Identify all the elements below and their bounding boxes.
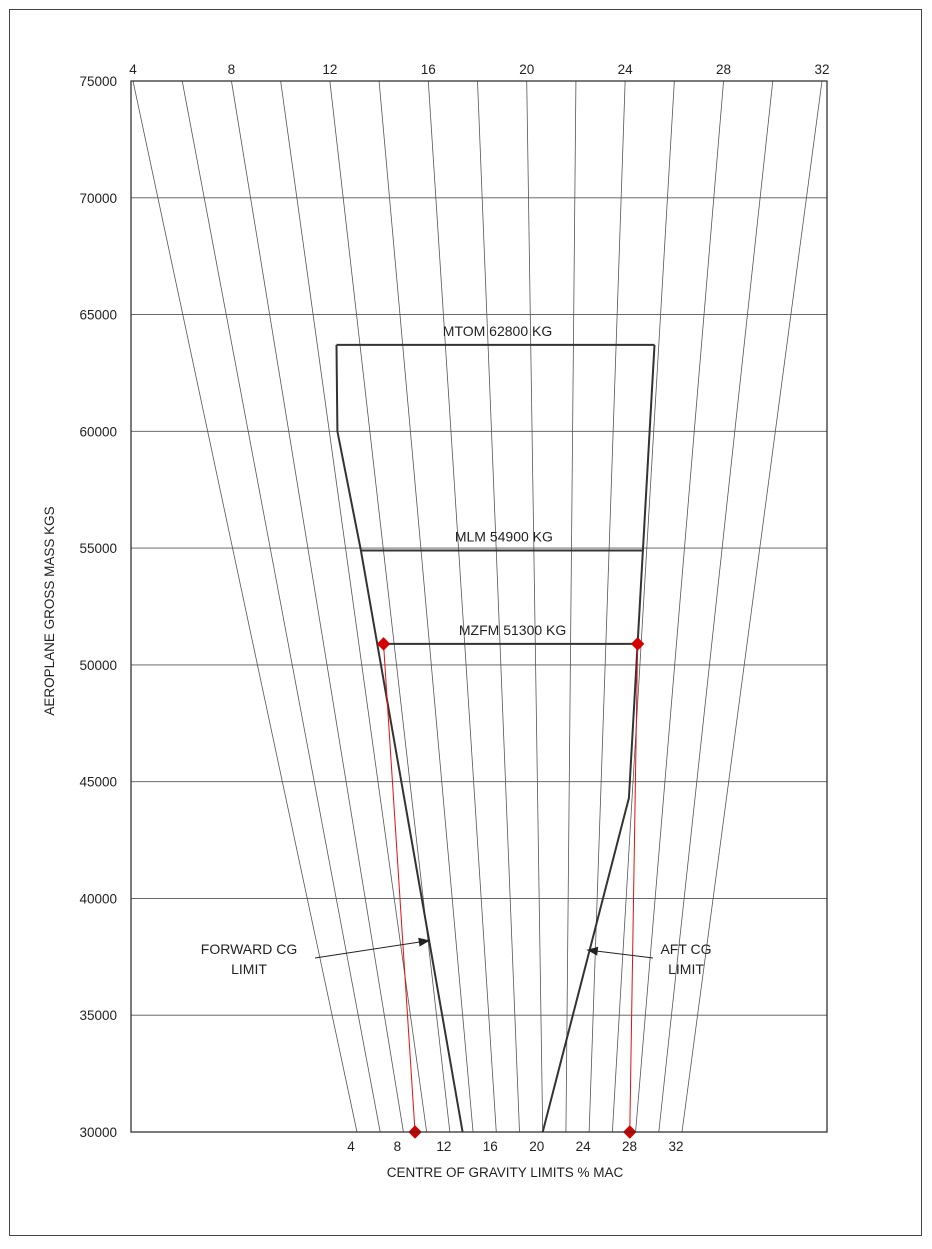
diamond-marker bbox=[630, 637, 645, 651]
top-tick-label: 28 bbox=[716, 62, 731, 77]
mac-line bbox=[635, 80, 724, 1133]
bottom-tick-label: 20 bbox=[529, 1139, 544, 1154]
forward-cg-arrow-line bbox=[314, 939, 430, 959]
y-tick-label: 70000 bbox=[79, 191, 117, 206]
bottom-tick-label: 24 bbox=[576, 1139, 592, 1154]
bottom-tick-label: 16 bbox=[483, 1139, 498, 1154]
bottom-tick-labels: 4 8 12 16 20 24 28 32 bbox=[347, 1139, 683, 1154]
limit-line-label: MZFM 51300 KG bbox=[459, 622, 566, 638]
mac-line bbox=[378, 80, 474, 1133]
limit-line-label: MLM 54900 KG bbox=[455, 528, 553, 544]
mac-line bbox=[231, 80, 404, 1133]
page-frame bbox=[9, 9, 922, 1236]
envelope-layer bbox=[335, 344, 656, 1133]
bottom-tick-label: 4 bbox=[347, 1139, 355, 1154]
y-tick-label: 40000 bbox=[79, 891, 117, 906]
forward-cg-limit-line bbox=[335, 344, 464, 1133]
mac-line bbox=[565, 80, 577, 1133]
bottom-tick-label: 28 bbox=[622, 1139, 637, 1154]
mac-line bbox=[477, 80, 520, 1133]
aft-cg-label: LIMIT bbox=[668, 961, 704, 977]
bottom-tick-label: 12 bbox=[436, 1139, 451, 1154]
top-tick-label: 4 bbox=[129, 62, 137, 77]
forward-cg-arrowhead bbox=[418, 937, 430, 947]
y-tick-label: 50000 bbox=[79, 658, 117, 673]
mac-line bbox=[681, 80, 823, 1133]
x-axis-title: CENTRE OF GRAVITY LIMITS % MAC bbox=[387, 1165, 624, 1180]
y-tick-label: 75000 bbox=[79, 74, 117, 89]
top-tick-label: 8 bbox=[228, 62, 236, 77]
red-line bbox=[383, 643, 416, 1133]
bottom-tick-label: 32 bbox=[668, 1139, 683, 1154]
mac-line bbox=[588, 80, 626, 1133]
mac-line bbox=[526, 80, 544, 1133]
top-tick-label: 12 bbox=[322, 62, 337, 77]
y-axis-title: AEROPLANE GROSS MASS KGS bbox=[42, 506, 57, 715]
top-tick-labels: 4 8 12 16 20 24 28 32 bbox=[129, 62, 829, 77]
mac-line bbox=[427, 80, 497, 1133]
top-tick-label: 20 bbox=[519, 62, 534, 77]
bottom-tick-label: 8 bbox=[394, 1139, 402, 1154]
top-tick-label: 24 bbox=[618, 62, 634, 77]
y-tick-label: 45000 bbox=[79, 775, 117, 790]
y-tick-label: 60000 bbox=[79, 424, 117, 439]
y-tick-label: 55000 bbox=[79, 541, 117, 556]
mac-line bbox=[658, 80, 774, 1133]
limit-line-label: MTOM 62800 KG bbox=[443, 323, 552, 339]
y-tick-label: 30000 bbox=[79, 1125, 117, 1140]
mac-lines-layer bbox=[132, 80, 823, 1133]
diamond-marker bbox=[376, 637, 391, 651]
forward-cg-label: LIMIT bbox=[231, 961, 267, 977]
y-tick-label: 65000 bbox=[79, 308, 117, 323]
aft-cg-label: AFT CG bbox=[660, 941, 711, 957]
top-tick-label: 32 bbox=[814, 62, 829, 77]
mac-line bbox=[611, 80, 675, 1133]
plot-border bbox=[130, 80, 828, 1133]
y-tick-labels: 30000 35000 40000 45000 50000 55000 60000 65000… bbox=[79, 74, 117, 1140]
annotations-layer: FORWARD CG LIMIT AFT CG LIMIT bbox=[201, 937, 712, 977]
limit-lines-layer: MTOM 62800 KG MLM 54900 KG MZFM 51300 KG bbox=[336, 323, 655, 645]
aft-cg-arrow-line bbox=[586, 949, 654, 959]
top-tick-label: 16 bbox=[421, 62, 436, 77]
red-line bbox=[629, 643, 639, 1133]
aft-cg-limit-line bbox=[541, 344, 656, 1133]
mac-line bbox=[181, 80, 381, 1133]
mac-line bbox=[329, 80, 451, 1133]
forward-cg-label: FORWARD CG bbox=[201, 941, 297, 957]
red-lines-layer bbox=[383, 643, 639, 1133]
mac-line bbox=[280, 80, 428, 1133]
y-tick-label: 35000 bbox=[79, 1008, 117, 1023]
aft-cg-arrowhead bbox=[586, 946, 599, 956]
